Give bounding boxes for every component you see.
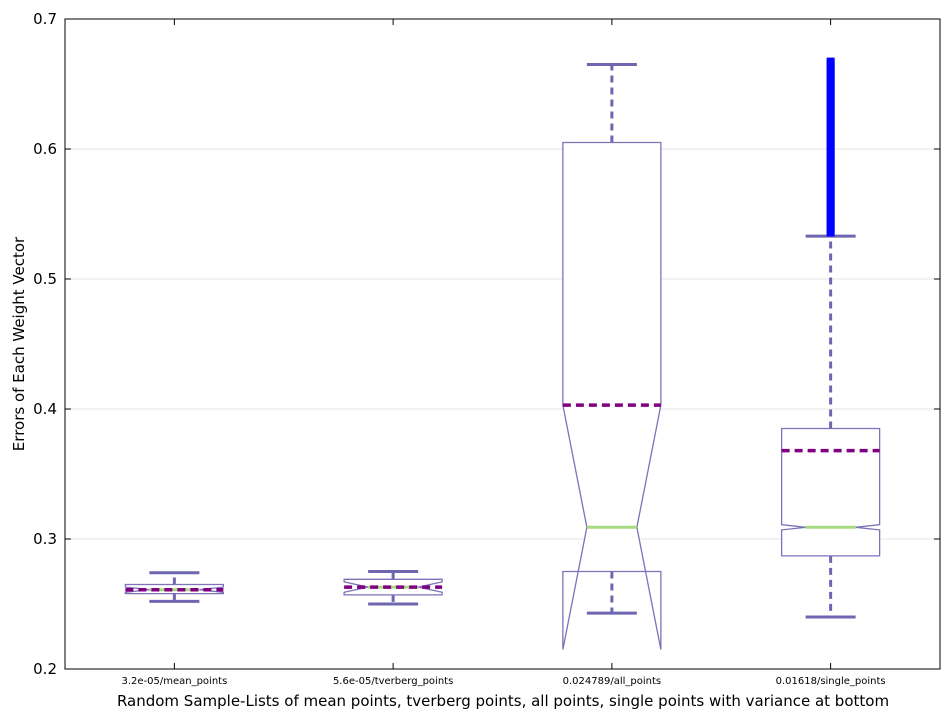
x-tick-label: 0.01618/single_points (776, 676, 886, 687)
y-tick-label: 0.5 (33, 270, 57, 288)
box-1 (124, 571, 225, 603)
box-body (780, 427, 881, 557)
box-3 (562, 63, 662, 650)
box-4 (780, 57, 881, 619)
x-tick-label: 0.024789/all_points (563, 676, 661, 687)
x-tick-label: 3.2e-05/mean_points (121, 676, 227, 687)
y-tick-label: 0.2 (33, 660, 57, 678)
y-tick-label: 0.3 (33, 530, 57, 548)
outliers (826, 57, 835, 237)
y-axis-title: Errors of Each Weight Vector (10, 236, 28, 451)
x-axis-ticks: 3.2e-05/mean_points 5.6e-05/tverberg_poin… (121, 19, 886, 687)
x-axis-title: Random Sample-Lists of mean points, tver… (117, 692, 889, 710)
y-tick-label: 0.4 (33, 400, 57, 418)
outlier-point (826, 57, 835, 64)
plot-frame (64, 18, 941, 670)
x-tick-label: 5.6e-05/tverberg_points (333, 676, 453, 687)
y-tick-label: 0.7 (33, 10, 57, 28)
box-body (562, 141, 662, 650)
y-tick-label: 0.6 (33, 140, 57, 158)
box-plots (124, 57, 881, 650)
y-axis-ticks: 0.2 0.3 0.4 0.5 0.6 0.7 (33, 10, 940, 678)
box-2 (343, 570, 443, 606)
